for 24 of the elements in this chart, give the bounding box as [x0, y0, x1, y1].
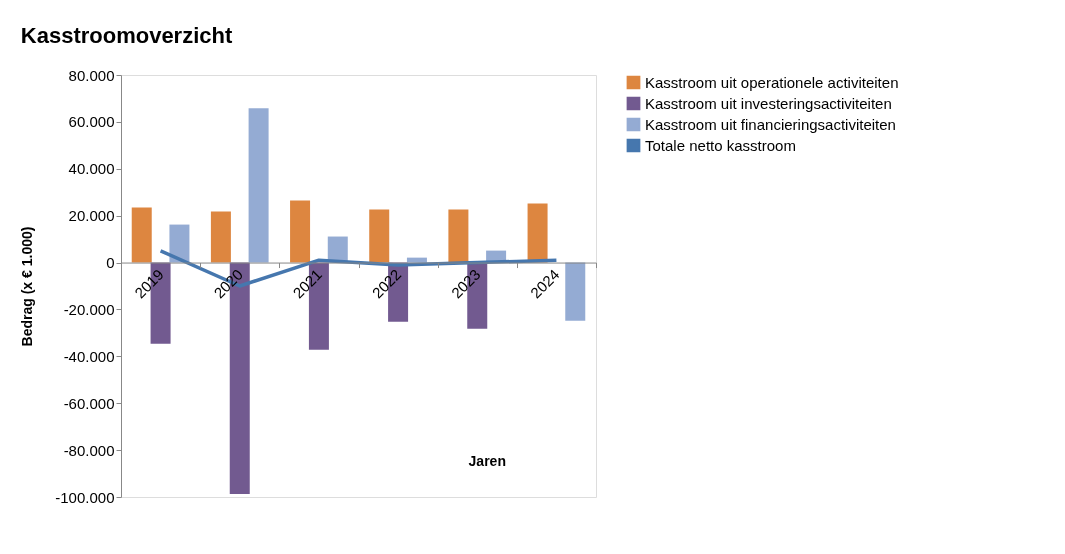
- chart-title: Kasstroomoverzicht: [20, 23, 233, 48]
- y-tick-label: 80.000: [68, 66, 115, 84]
- y-tick-label: -80.000: [63, 441, 115, 459]
- bar: [131, 207, 152, 263]
- bar: [565, 262, 586, 321]
- y-axis-title: Bedrag (x € 1.000): [19, 226, 36, 347]
- bar: [210, 211, 231, 263]
- y-tick-label: -100.000: [55, 488, 115, 506]
- y-tick-label: -20.000: [63, 300, 115, 318]
- legend-label: Totale netto kasstroom: [645, 136, 796, 154]
- legend-label: Kasstroom uit investeringsactiviteiten: [645, 94, 892, 112]
- bar: [290, 200, 311, 263]
- legend-label: Kasstroom uit operationele activiteiten: [645, 73, 899, 91]
- bar: [369, 209, 390, 263]
- y-tick-label: 20.000: [68, 207, 115, 225]
- x-axis-title: Jaren: [468, 453, 506, 470]
- y-tick-label: -60.000: [63, 394, 115, 412]
- y-tick-label: 60.000: [68, 113, 115, 131]
- y-tick-label: 0: [106, 254, 115, 272]
- bar: [248, 108, 269, 263]
- legend-label: Kasstroom uit financieringsactiviteiten: [645, 115, 896, 133]
- y-tick-label: 40.000: [68, 160, 115, 178]
- bar: [448, 209, 469, 263]
- y-tick-label: -40.000: [63, 347, 115, 365]
